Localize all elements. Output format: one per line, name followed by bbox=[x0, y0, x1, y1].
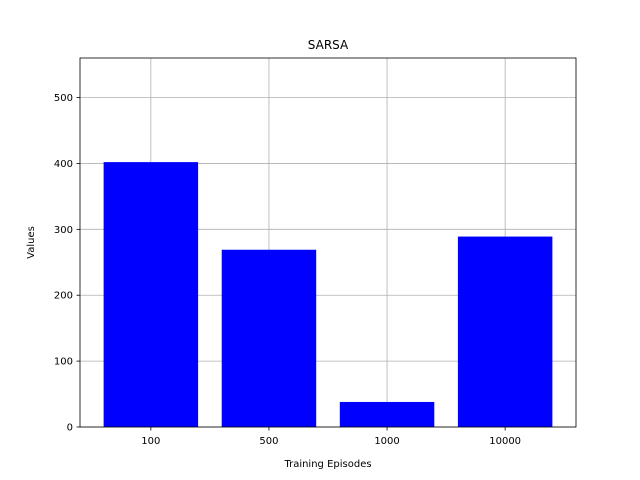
chart-title: SARSA bbox=[308, 38, 349, 52]
y-tick-label: 400 bbox=[54, 159, 73, 170]
bar-1000 bbox=[339, 401, 435, 427]
y-tick-label: 300 bbox=[54, 225, 73, 236]
y-tick-label: 200 bbox=[54, 291, 73, 302]
ticks: 0 100 200 300 400 500 100 500 1000 10000 bbox=[54, 93, 521, 447]
y-tick-label: 100 bbox=[54, 357, 73, 368]
bar-500 bbox=[221, 249, 317, 427]
x-axis-label: Training Episodes bbox=[283, 459, 371, 470]
x-tick-label: 10000 bbox=[489, 436, 521, 447]
x-tick-label: 100 bbox=[141, 436, 160, 447]
bar-100 bbox=[103, 162, 199, 427]
plot-frame bbox=[79, 57, 577, 428]
y-tick-label: 500 bbox=[54, 93, 73, 104]
bars bbox=[103, 162, 553, 427]
x-tick-label: 500 bbox=[259, 436, 278, 447]
x-tick-label: 1000 bbox=[374, 436, 399, 447]
y-tick-label: 0 bbox=[67, 423, 73, 434]
y-axis-label: Values bbox=[26, 226, 37, 259]
bar-10000 bbox=[457, 236, 553, 427]
